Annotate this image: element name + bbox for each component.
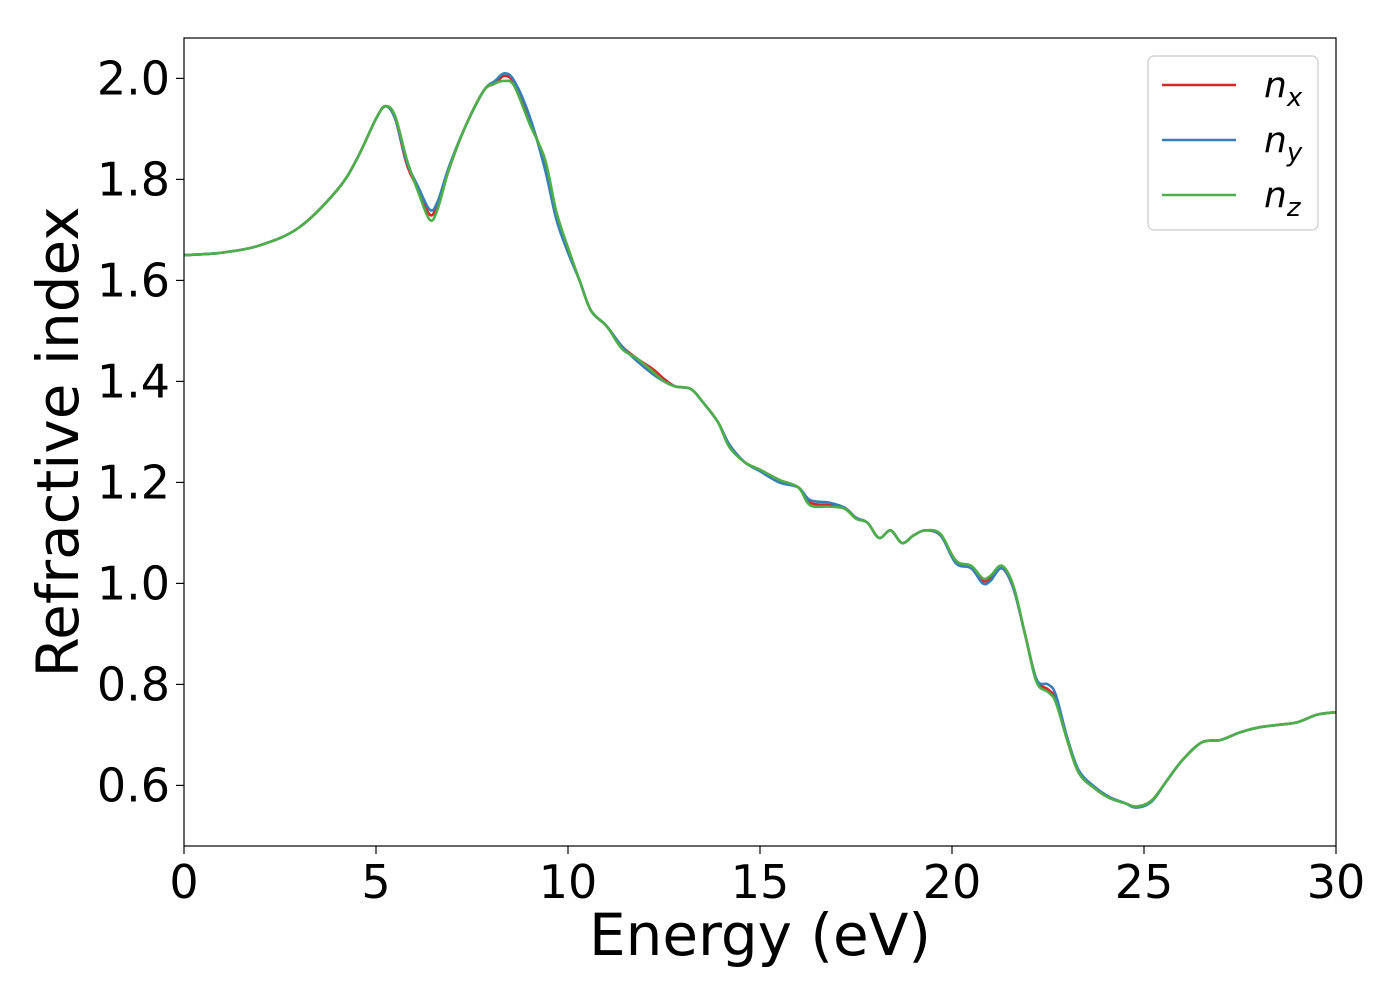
x-tick-label: 0 [169,855,198,909]
y-tick-label: 0.6 [97,758,170,812]
x-tick-label: 30 [1307,855,1366,909]
x-tick-label: 15 [731,855,790,909]
x-tick-label: 25 [1115,855,1174,909]
legend-label-nz: nz [1264,175,1302,223]
series-lines [183,72,1337,809]
y-tick-label: 1.8 [97,152,170,206]
y-tick-label: 1.0 [97,556,170,610]
legend-box [1147,55,1319,231]
y-tick-label: 1.6 [97,253,170,307]
x-tick-label: 20 [923,855,982,909]
x-axis: 0 5 10 15 20 25 30 [169,846,1365,909]
legend-label-nx: nx [1264,65,1303,113]
y-tick-label: 1.4 [97,354,170,408]
y-tick-label: 0.8 [97,657,170,711]
y-axis-label: Refractive index [24,206,92,677]
y-axis: 0.6 0.8 1.0 1.2 1.4 1.6 1.8 2.0 [97,51,184,812]
x-tick-label: 10 [539,855,598,909]
x-tick-label: 5 [361,855,390,909]
legend: nx ny nz [1147,55,1319,231]
y-tick-label: 1.2 [97,455,170,509]
x-axis-label: Energy (eV) [589,901,931,969]
series-line-nz [183,79,1337,808]
legend-label-ny: ny [1264,120,1303,168]
y-tick-label: 2.0 [97,51,170,105]
